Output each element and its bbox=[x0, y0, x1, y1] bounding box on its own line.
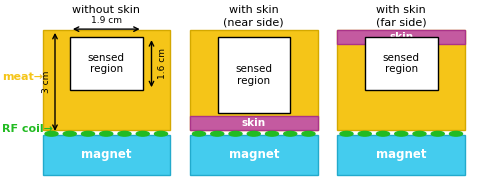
Text: meat→: meat→ bbox=[2, 72, 43, 82]
Text: sensed
region: sensed region bbox=[236, 64, 272, 86]
Text: sensed
region: sensed region bbox=[88, 53, 125, 74]
Bar bbox=[338, 135, 465, 175]
Text: skin: skin bbox=[242, 118, 266, 128]
Circle shape bbox=[82, 131, 94, 136]
Text: skin: skin bbox=[389, 32, 413, 42]
Circle shape bbox=[192, 131, 205, 136]
Text: sensed
region: sensed region bbox=[383, 53, 420, 74]
Text: with skin
(far side): with skin (far side) bbox=[376, 5, 426, 27]
Bar bbox=[190, 135, 318, 175]
Text: without skin: without skin bbox=[72, 5, 140, 15]
Circle shape bbox=[413, 131, 426, 136]
Circle shape bbox=[340, 131, 353, 136]
Bar bbox=[365, 37, 438, 90]
Text: 3 cm: 3 cm bbox=[42, 71, 51, 93]
Circle shape bbox=[450, 131, 462, 136]
Circle shape bbox=[63, 131, 76, 136]
Circle shape bbox=[45, 131, 58, 136]
Circle shape bbox=[154, 131, 168, 136]
Text: magnet: magnet bbox=[81, 148, 132, 161]
Circle shape bbox=[136, 131, 149, 136]
Bar bbox=[42, 135, 170, 175]
Circle shape bbox=[395, 131, 408, 136]
Bar bbox=[42, 30, 170, 130]
Circle shape bbox=[376, 131, 390, 136]
Text: RF coil→: RF coil→ bbox=[2, 124, 54, 134]
Circle shape bbox=[248, 131, 260, 136]
Circle shape bbox=[358, 131, 371, 136]
Text: 1.6 cm: 1.6 cm bbox=[158, 48, 166, 79]
Circle shape bbox=[100, 131, 113, 136]
Bar bbox=[338, 30, 465, 130]
Text: with skin
(near side): with skin (near side) bbox=[224, 5, 284, 27]
Circle shape bbox=[118, 131, 131, 136]
Bar bbox=[70, 37, 142, 90]
Circle shape bbox=[211, 131, 224, 136]
Text: 1.9 cm: 1.9 cm bbox=[91, 16, 122, 25]
Bar bbox=[190, 116, 318, 130]
Text: magnet: magnet bbox=[376, 148, 426, 161]
Bar bbox=[218, 37, 290, 113]
Circle shape bbox=[431, 131, 444, 136]
Bar bbox=[190, 30, 318, 130]
Text: magnet: magnet bbox=[228, 148, 279, 161]
Circle shape bbox=[229, 131, 242, 136]
Circle shape bbox=[266, 131, 278, 136]
Circle shape bbox=[302, 131, 315, 136]
Bar bbox=[338, 30, 465, 44]
Circle shape bbox=[284, 131, 297, 136]
